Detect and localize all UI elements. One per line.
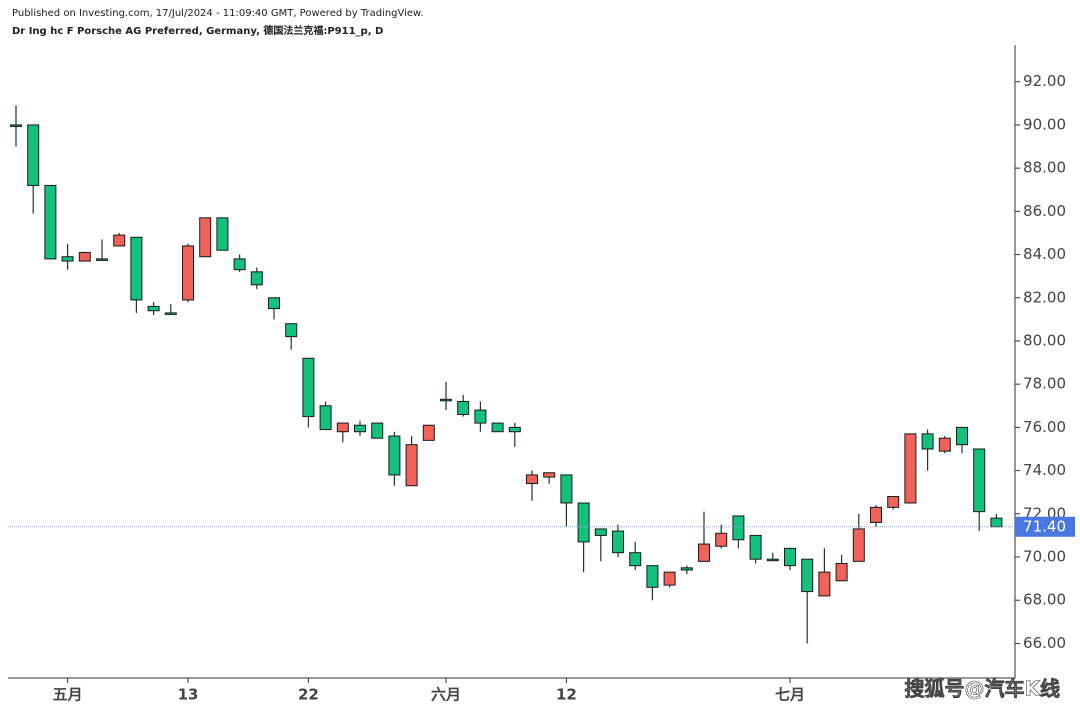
candle-body — [96, 258, 108, 261]
y-tick-label: 84.00 — [1023, 245, 1066, 263]
candle-body — [715, 532, 728, 547]
candle-body — [646, 565, 659, 588]
candle-body — [766, 558, 779, 562]
candle-body — [594, 528, 607, 536]
candle-body — [698, 543, 710, 562]
last-price-label: 71.40 — [1023, 517, 1066, 535]
candle-body — [388, 435, 401, 476]
x-tick-label: 12 — [556, 686, 577, 704]
candle-body — [405, 444, 418, 487]
candle-body — [938, 437, 951, 452]
candle-body — [474, 409, 487, 424]
y-tick-label: 80.00 — [1023, 331, 1066, 349]
candle-body — [422, 424, 435, 441]
y-tick-label: 78.00 — [1023, 375, 1066, 393]
candle-body — [233, 258, 246, 271]
watermark: 搜狐号@汽车K线 — [905, 677, 1061, 701]
candle-body — [61, 256, 74, 262]
candle-body — [354, 424, 366, 433]
candle-body — [336, 422, 349, 433]
candle-body — [784, 547, 796, 567]
candle-body — [921, 433, 934, 450]
candle-body — [10, 124, 22, 127]
candle-body — [887, 496, 900, 508]
candle-body — [801, 558, 814, 593]
candle-body — [268, 297, 280, 310]
x-tick-label: 22 — [298, 686, 319, 704]
candle-body — [852, 528, 865, 562]
candle-body — [216, 217, 229, 251]
candle-body — [956, 426, 968, 446]
candle-body — [78, 251, 91, 262]
candle-body — [629, 552, 642, 567]
candle-body — [543, 472, 556, 478]
candle-body — [319, 405, 332, 431]
chart-subtitle: Dr Ing hc F Porsche AG Preferred, German… — [12, 24, 383, 37]
y-tick-label: 88.00 — [1023, 159, 1066, 177]
y-tick-label: 66.00 — [1023, 634, 1066, 652]
candle-body — [44, 184, 57, 260]
candle-body — [732, 515, 745, 541]
candle-body — [371, 422, 384, 439]
candle-body — [990, 517, 1003, 528]
candle-body — [577, 502, 590, 543]
candle-body — [457, 400, 470, 415]
candle-body — [835, 562, 848, 582]
chart-title: Published on Investing.com, 17/Jul/2024 … — [12, 8, 424, 19]
candle-body — [440, 398, 452, 402]
y-tick-label: 82.00 — [1023, 288, 1066, 306]
candle-body — [526, 474, 538, 485]
candle-body — [285, 323, 298, 338]
y-tick-label: 74.00 — [1023, 461, 1066, 479]
candle-body — [870, 506, 882, 523]
candle-body — [508, 426, 521, 433]
y-tick-label: 70.00 — [1023, 548, 1066, 566]
candle-body — [27, 124, 40, 186]
x-tick-label: 七月 — [775, 686, 805, 704]
candle-body — [818, 571, 831, 597]
candle-body — [663, 571, 676, 586]
candle-body — [250, 271, 263, 286]
candle-body — [113, 234, 126, 247]
candle-body — [130, 236, 143, 301]
y-tick-label: 86.00 — [1023, 202, 1066, 220]
candle-body — [680, 567, 693, 571]
x-tick-label: 六月 — [431, 686, 461, 704]
candle-body — [749, 534, 762, 560]
last-price-box — [1015, 516, 1075, 537]
candle-body — [182, 245, 194, 301]
x-tick-label: 13 — [178, 686, 199, 704]
candle-body — [147, 305, 160, 312]
y-tick-label: 92.00 — [1023, 72, 1066, 90]
candle-body — [904, 433, 917, 504]
candle-body — [973, 448, 986, 513]
candle-body — [612, 530, 624, 554]
candle-body — [164, 312, 177, 315]
candle-body — [560, 474, 573, 504]
x-tick-label: 五月 — [53, 686, 83, 704]
candle-body — [302, 357, 315, 418]
y-tick-label: 76.00 — [1023, 418, 1066, 436]
y-tick-label: 68.00 — [1023, 591, 1066, 609]
y-tick-label: 90.00 — [1023, 115, 1066, 133]
candle-body — [199, 217, 212, 258]
candle-body — [491, 422, 504, 433]
